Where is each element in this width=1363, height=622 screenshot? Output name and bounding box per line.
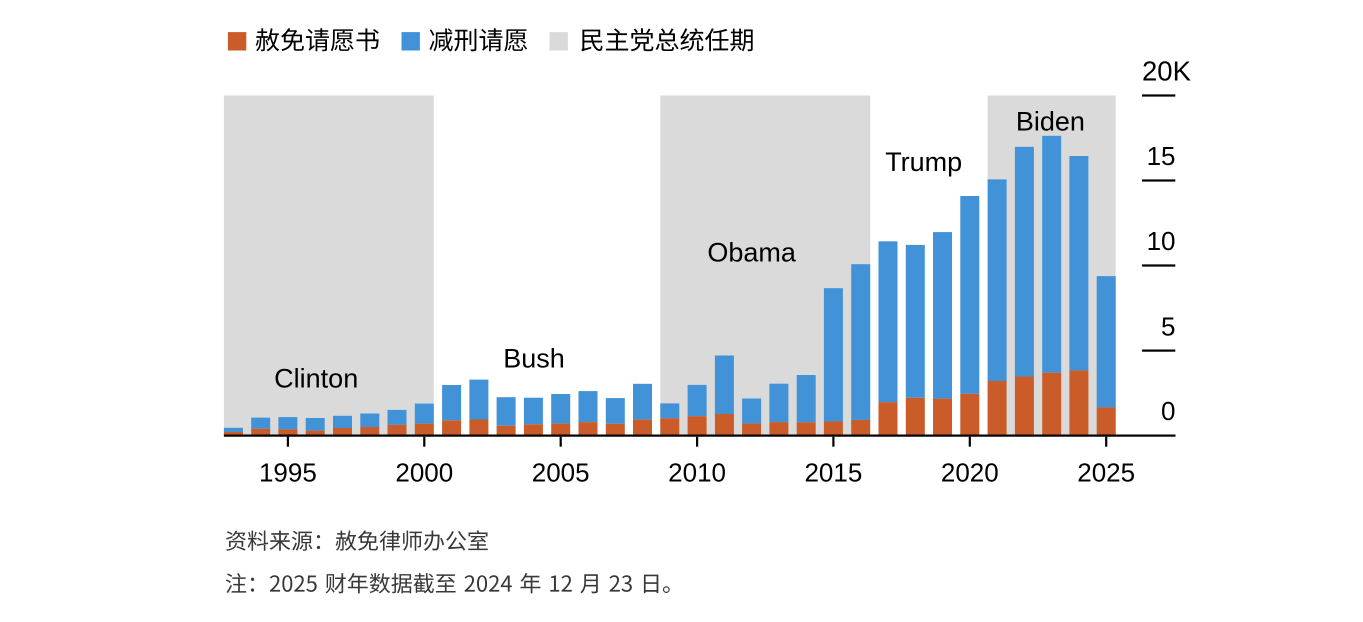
svg-text:2000: 2000 — [395, 458, 453, 488]
svg-text:2010: 2010 — [668, 458, 726, 488]
svg-text:2025: 2025 — [1077, 458, 1135, 488]
svg-text:1995: 1995 — [259, 458, 317, 488]
svg-text:Trump: Trump — [885, 147, 962, 177]
svg-text:Obama: Obama — [707, 237, 797, 267]
svg-text:20K: 20K — [1142, 55, 1192, 86]
svg-text:10: 10 — [1147, 226, 1176, 256]
svg-text:Bush: Bush — [503, 343, 565, 373]
svg-text:Clinton: Clinton — [274, 364, 358, 394]
svg-text:15: 15 — [1147, 141, 1176, 171]
svg-text:Biden: Biden — [1016, 106, 1085, 136]
svg-text:2020: 2020 — [941, 458, 999, 488]
svg-text:0: 0 — [1161, 396, 1175, 426]
svg-text:2015: 2015 — [804, 458, 862, 488]
svg-text:2005: 2005 — [532, 458, 590, 488]
svg-text:5: 5 — [1161, 311, 1175, 341]
